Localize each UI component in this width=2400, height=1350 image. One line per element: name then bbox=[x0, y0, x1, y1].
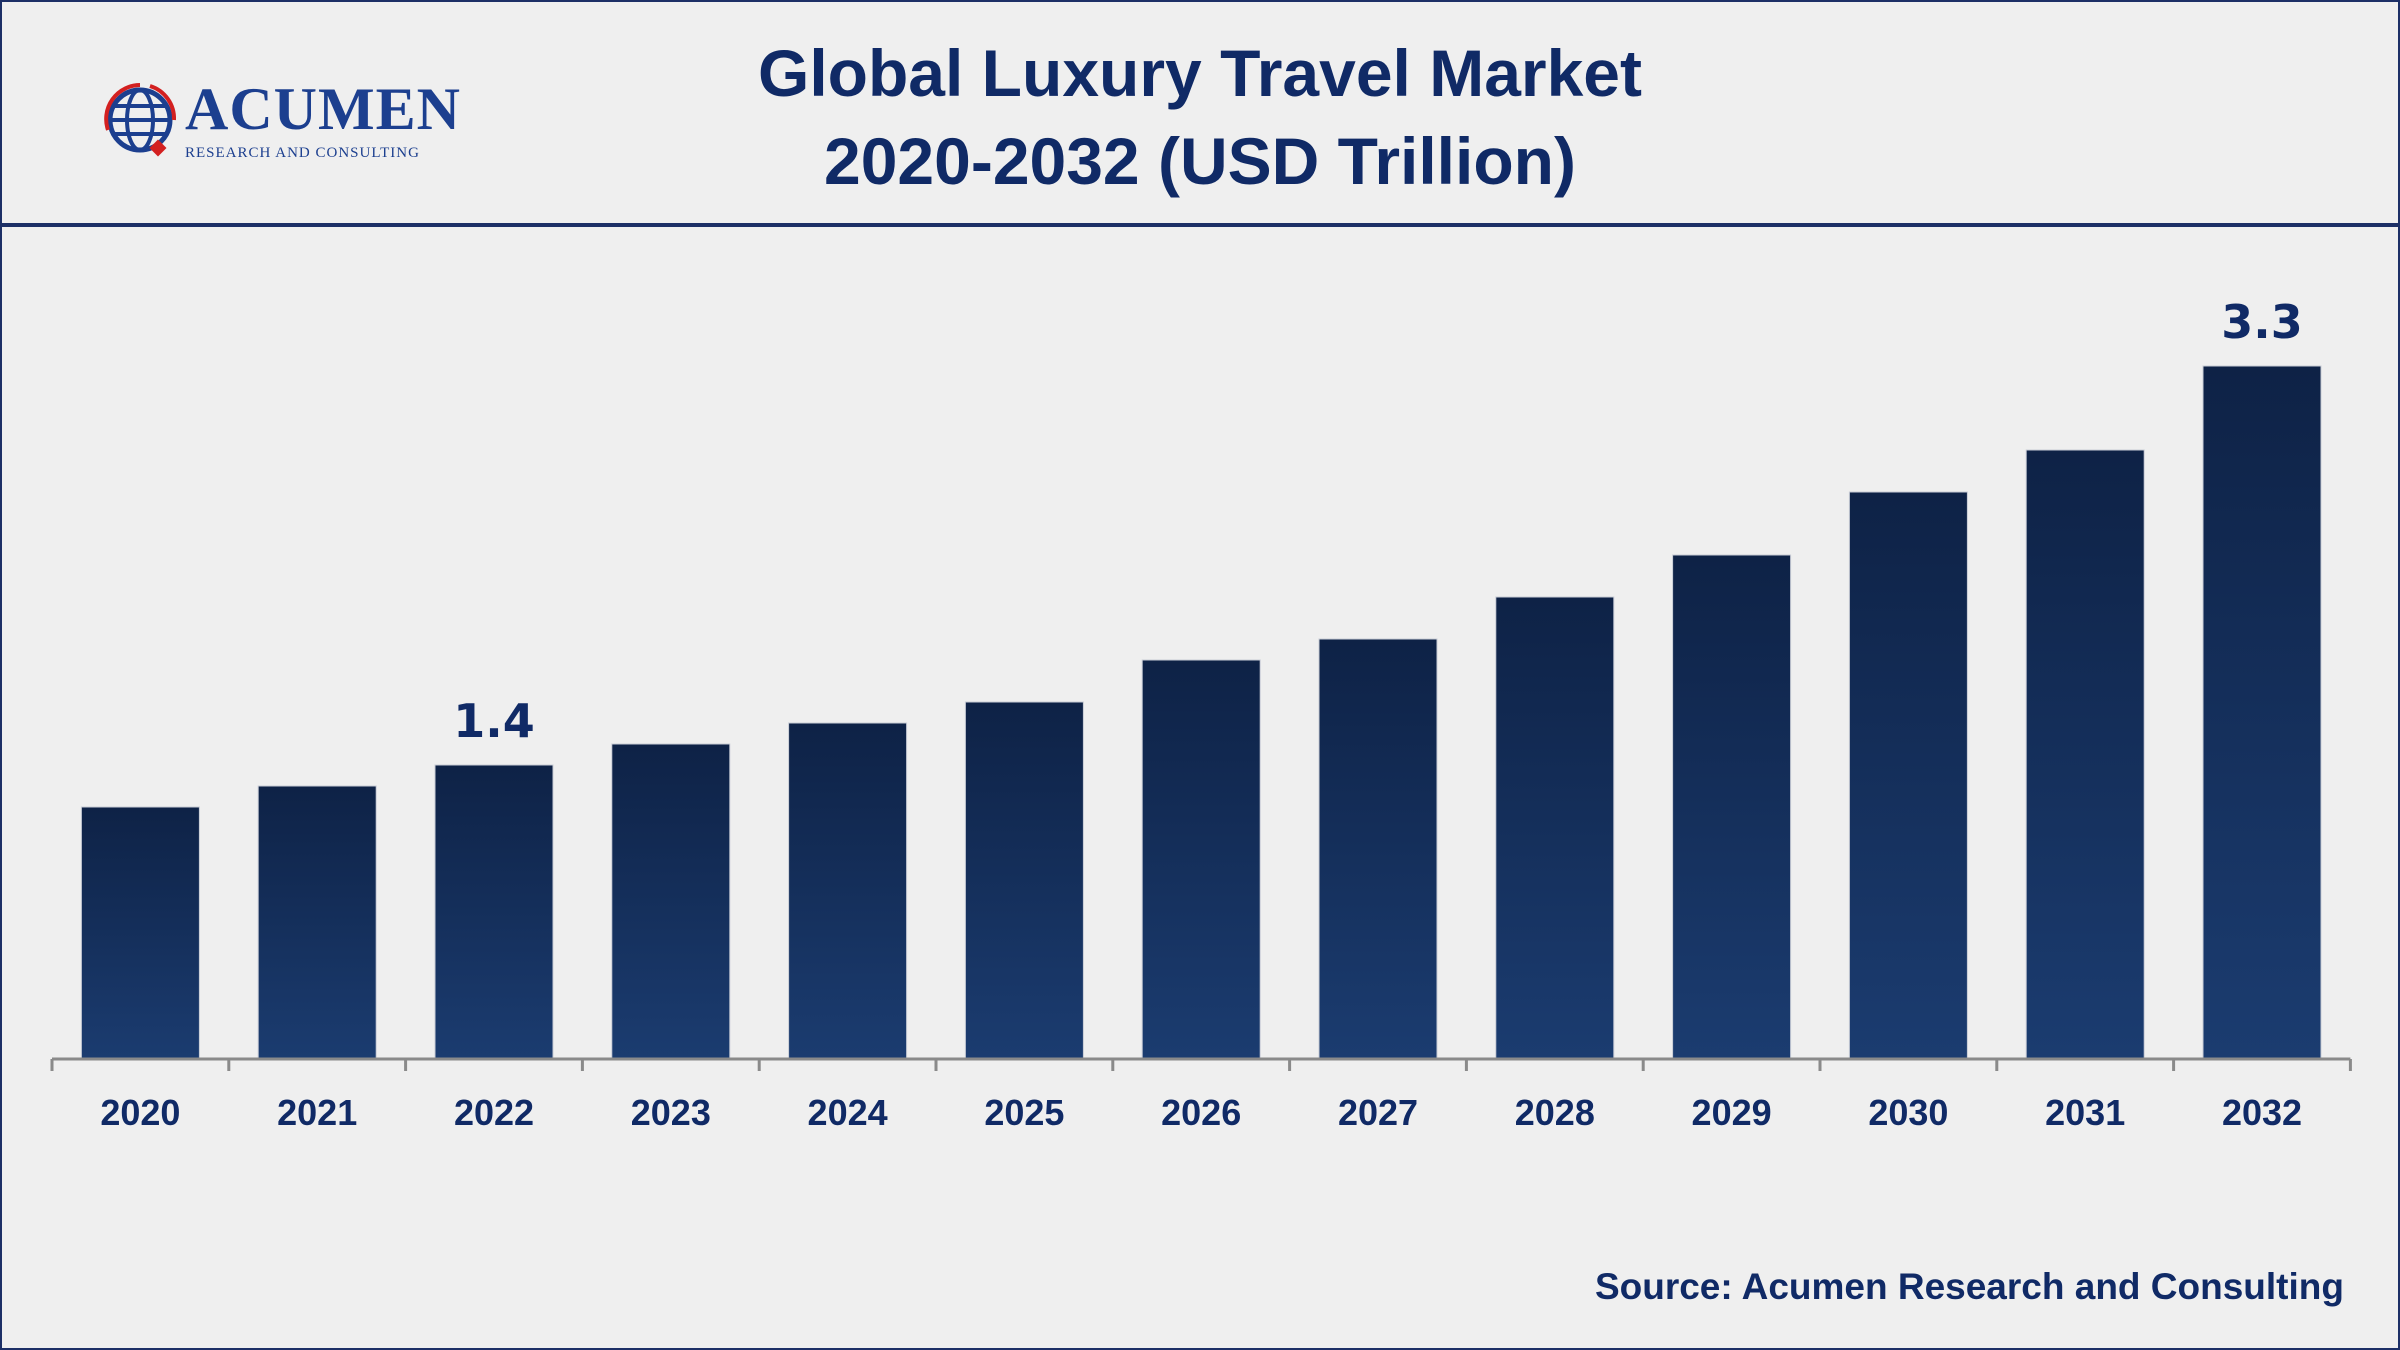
bar-2032 bbox=[2202, 365, 2322, 1060]
x-tick-label-2026: 2026 bbox=[1161, 1092, 1241, 1133]
bar-2020 bbox=[80, 806, 200, 1060]
data-label-2022: 1.4 bbox=[453, 694, 535, 748]
x-tick-label-2021: 2021 bbox=[277, 1092, 357, 1133]
source-note: Source: Acumen Research and Consulting bbox=[1594, 1266, 2344, 1307]
chart-title-line1: Global Luxury Travel Market bbox=[758, 36, 1642, 110]
bar-2022 bbox=[434, 764, 554, 1060]
logo-tagline: RESEARCH AND CONSULTING bbox=[185, 145, 420, 161]
bar-2023 bbox=[611, 743, 731, 1060]
bar-2026 bbox=[1141, 659, 1261, 1060]
x-tick-label-2032: 2032 bbox=[2222, 1092, 2302, 1133]
globe-icon bbox=[104, 83, 177, 157]
logo-name: ACUMEN bbox=[185, 76, 461, 142]
x-tick-label-2025: 2025 bbox=[984, 1092, 1064, 1133]
chart-title-line2: 2020-2032 (USD Trillion) bbox=[824, 124, 1576, 198]
bar-2024 bbox=[788, 722, 908, 1060]
bar-2025 bbox=[964, 701, 1084, 1060]
x-tick-label-2022: 2022 bbox=[454, 1092, 534, 1133]
x-tick-label-2024: 2024 bbox=[808, 1092, 888, 1133]
bar-2030 bbox=[1848, 491, 1968, 1060]
x-tick-label-2030: 2030 bbox=[1868, 1092, 1948, 1133]
bar-2031 bbox=[2025, 449, 2145, 1060]
bar-2028 bbox=[1495, 596, 1615, 1060]
header-divider bbox=[0, 223, 2400, 227]
data-label-2032: 3.3 bbox=[2221, 295, 2303, 349]
x-tick-label-2023: 2023 bbox=[631, 1092, 711, 1133]
x-tick-label-2027: 2027 bbox=[1338, 1092, 1418, 1133]
x-tick-label-2020: 2020 bbox=[100, 1092, 180, 1133]
x-tick-label-2028: 2028 bbox=[1515, 1092, 1595, 1133]
bar-2027 bbox=[1318, 638, 1438, 1060]
bar-2029 bbox=[1672, 554, 1792, 1060]
x-tick-label-2029: 2029 bbox=[1692, 1092, 1772, 1133]
acumen-logo: ACUMEN RESEARCH AND CONSULTING bbox=[100, 75, 460, 165]
x-tick-label-2031: 2031 bbox=[2045, 1092, 2125, 1133]
bar-2021 bbox=[257, 785, 377, 1060]
